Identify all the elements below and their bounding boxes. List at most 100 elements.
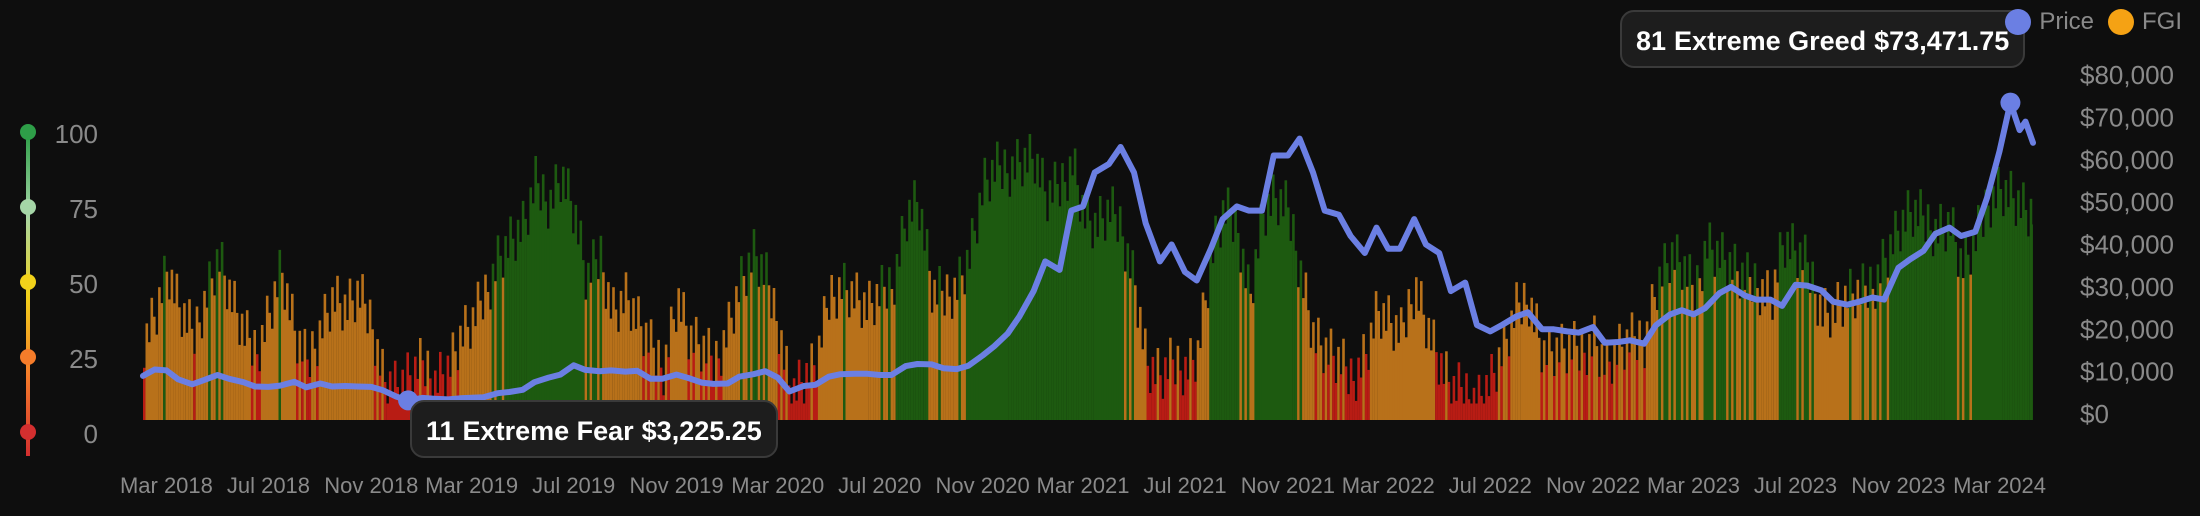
x-tick-label: Mar 2019 xyxy=(425,473,518,498)
fgi-bar xyxy=(1823,288,1827,420)
fgi-bar xyxy=(1640,344,1644,420)
fgi-bar xyxy=(925,229,929,420)
fgi-bar xyxy=(1139,306,1142,420)
fgi-bar xyxy=(2017,190,2020,420)
fgi-bar xyxy=(1176,345,1180,420)
fgi-bar xyxy=(1149,393,1152,420)
fgi-bar xyxy=(1194,381,1197,420)
fgi-bar xyxy=(1726,287,1729,420)
fgi-bar xyxy=(1292,214,1295,420)
fgi-bar xyxy=(1440,353,1443,420)
fgi-bar xyxy=(1756,288,1759,420)
fgi-bar xyxy=(1876,264,1880,420)
fgi-bar xyxy=(890,289,894,420)
fgi-bar xyxy=(1522,282,1526,420)
price-axis: $80,000 $70,000 $60,000 $50,000 $40,000 $30,0… xyxy=(2080,60,2174,429)
fgi-bar xyxy=(1723,259,1727,420)
fgi-tick-label: 50 xyxy=(69,269,98,299)
fgi-bar xyxy=(253,330,256,420)
fgi-bar xyxy=(1113,214,1117,420)
fgi-bar xyxy=(1011,156,1014,420)
fgi-bar xyxy=(687,359,690,420)
fgi-bar xyxy=(1969,274,1972,420)
fgi-bar xyxy=(1884,257,1887,420)
fgi-bar xyxy=(1379,338,1383,420)
fgi-bar xyxy=(326,312,329,420)
fgi-bar xyxy=(908,199,911,420)
fgi-bar xyxy=(1302,298,1305,420)
fgi-bar xyxy=(720,375,723,420)
fgi-bar xyxy=(740,256,743,420)
fgi-bar xyxy=(218,271,221,420)
fgi-bar xyxy=(1164,357,1167,420)
fgi-bar xyxy=(2009,170,2013,420)
fgi-bar xyxy=(1585,375,1589,420)
fgi-bar xyxy=(825,307,828,420)
price-legend-label[interactable]: Price xyxy=(2039,8,2094,35)
tooltip-price: $3,225.25 xyxy=(641,416,762,446)
fgi-bar xyxy=(810,343,813,420)
fgi-bar xyxy=(928,270,931,420)
fgi-bar xyxy=(1992,186,1995,420)
fgi-bar xyxy=(1214,215,1217,420)
fgi-bar xyxy=(1520,324,1523,420)
fgi-bar xyxy=(1126,243,1130,420)
fgi-bar xyxy=(1733,243,1737,420)
fgi-bar xyxy=(1021,186,1024,420)
fgi-bar xyxy=(188,299,191,420)
fgi-bar xyxy=(1909,212,1912,420)
fgi-bar xyxy=(945,274,949,420)
fgi-bar xyxy=(1129,278,1132,420)
fgi-bar xyxy=(288,320,292,420)
fgi-bar xyxy=(456,370,460,420)
fgi-bar xyxy=(1407,289,1411,420)
fgi-legend-dot[interactable] xyxy=(2108,9,2134,35)
fgi-bar xyxy=(1001,189,1004,420)
fgi-bar xyxy=(1259,204,1262,420)
fgi-bar xyxy=(260,325,264,420)
fgi-bar xyxy=(1056,184,1059,420)
fgi-bar xyxy=(1854,318,1857,420)
fgi-bar xyxy=(1221,200,1225,420)
fgi-bar xyxy=(1093,212,1097,420)
fgi-bar xyxy=(474,326,477,420)
fgi-bar xyxy=(1844,285,1847,420)
price-legend-dot[interactable] xyxy=(2005,9,2032,35)
fgi-bar xyxy=(195,306,199,420)
fgi-bar xyxy=(1680,289,1684,420)
fgi-bar xyxy=(592,239,595,420)
fgi-bar xyxy=(1073,148,1077,420)
fgi-bar xyxy=(1530,297,1533,420)
gauge-marker xyxy=(20,349,36,365)
fgi-bar xyxy=(1826,312,1829,420)
fgi-bar xyxy=(1103,240,1107,420)
fgi-bar xyxy=(878,306,881,420)
fgi-bar xyxy=(1818,294,1822,420)
fgi-bar xyxy=(230,312,234,420)
fgi-bar xyxy=(1665,263,1669,420)
fgi-bar xyxy=(248,337,251,420)
fgi-bar xyxy=(1297,287,1300,420)
fgi-bar xyxy=(1156,348,1160,420)
fgi-bar xyxy=(1916,226,1920,420)
fgi-bar xyxy=(1239,272,1242,420)
fgi-bar xyxy=(481,319,485,420)
fgi-bar xyxy=(968,268,971,420)
fgi-bar xyxy=(780,330,783,420)
fgi-bar xyxy=(602,272,605,420)
fgi-bar xyxy=(1282,216,1285,420)
x-axis: Mar 2018 Jul 2018 Nov 2018 Mar 2019 Jul 2019… xyxy=(120,473,2046,498)
fgi-bar xyxy=(1159,375,1162,420)
fgi-bar xyxy=(1638,320,1641,420)
fgi-legend-label[interactable]: FGI xyxy=(2142,8,2182,35)
fgi-bar xyxy=(677,288,680,420)
fgi-bar xyxy=(777,354,781,420)
fgi-bar xyxy=(1412,319,1416,420)
fgi-bar xyxy=(1771,319,1774,420)
fgi-bar xyxy=(1575,345,1579,420)
fgi-bar xyxy=(398,403,402,420)
fgi-bar xyxy=(1728,252,1732,420)
fgi-bar xyxy=(760,254,763,420)
fgi-bar xyxy=(386,403,389,420)
fgi-bar xyxy=(1179,370,1182,420)
